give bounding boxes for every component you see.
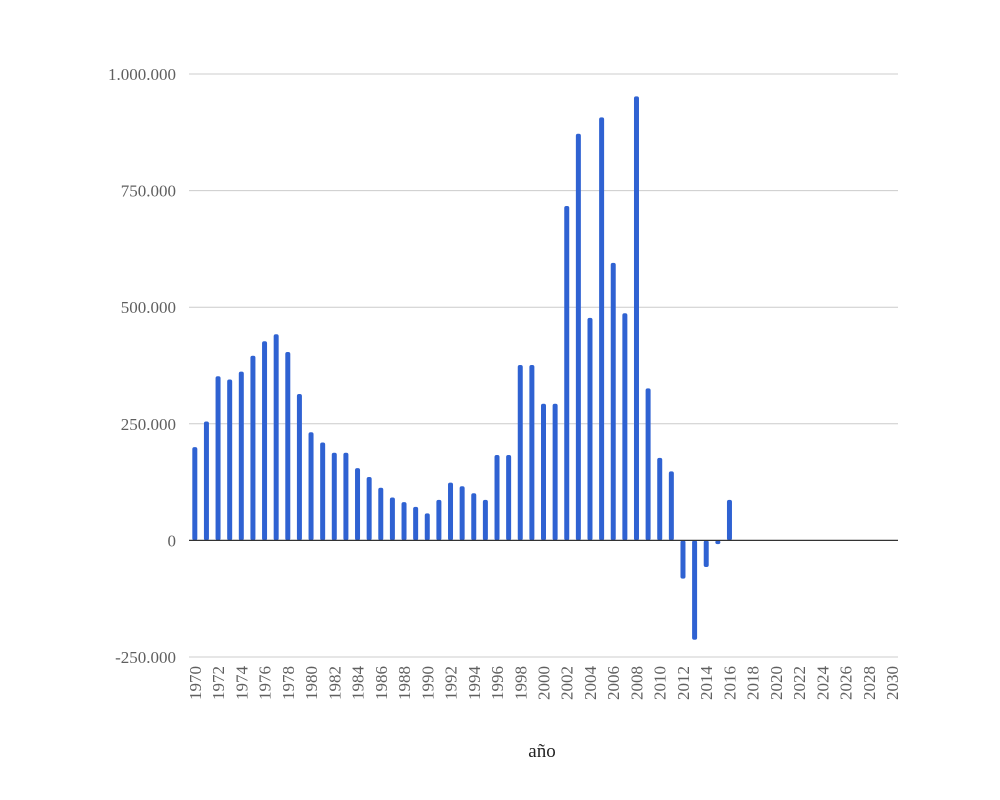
bar xyxy=(657,457,663,541)
bar xyxy=(668,471,674,541)
bar xyxy=(633,96,639,541)
x-tick-label: 1992 xyxy=(442,666,461,700)
y-tick-label: 250.000 xyxy=(121,415,176,434)
bar xyxy=(308,432,314,541)
bar xyxy=(331,452,337,541)
x-tick-label: 2026 xyxy=(837,666,856,700)
y-tick-label: 750.000 xyxy=(121,182,176,201)
bar xyxy=(564,205,570,541)
bar xyxy=(250,355,256,541)
bar xyxy=(482,499,488,541)
x-tick-label: 1990 xyxy=(418,666,437,700)
bar xyxy=(494,455,500,541)
bar xyxy=(517,365,523,541)
bar xyxy=(587,317,593,541)
x-tick-label: 1998 xyxy=(511,666,530,700)
x-axis-tick-labels: 1970 1972 1974 1976 1978 1980 1982 1984 1986 1988… xyxy=(186,666,902,701)
bar xyxy=(471,493,477,541)
bar xyxy=(552,403,558,541)
x-tick-label: 2018 xyxy=(744,666,763,700)
x-tick-label: 2010 xyxy=(651,666,670,700)
bar xyxy=(715,540,721,545)
bar xyxy=(726,499,732,541)
bar xyxy=(262,341,268,541)
x-tick-label: 1978 xyxy=(279,666,298,700)
y-tick-label: -250.000 xyxy=(115,648,176,667)
bar xyxy=(192,447,198,541)
x-tick-label: 1996 xyxy=(488,666,507,700)
bar xyxy=(529,365,535,541)
x-tick-label: 2000 xyxy=(535,666,554,700)
x-tick-label: 1994 xyxy=(465,666,484,701)
bar xyxy=(366,476,372,541)
x-tick-label: 2030 xyxy=(883,666,902,700)
x-tick-label: 2024 xyxy=(813,666,832,701)
bar xyxy=(703,540,709,567)
bar xyxy=(622,313,628,541)
x-tick-label: 1976 xyxy=(256,666,275,700)
y-axis-tick-labels: -250.000 0 250.000 500.000 750.000 1.000.000 xyxy=(108,65,176,667)
x-tick-label: 2016 xyxy=(720,666,739,700)
bar xyxy=(541,403,546,541)
bar xyxy=(413,506,419,541)
x-tick-label: 1984 xyxy=(349,666,368,701)
x-tick-label: 1974 xyxy=(232,666,251,701)
bar xyxy=(436,499,442,541)
bar xyxy=(692,540,698,640)
bar xyxy=(273,334,279,541)
bar xyxy=(378,487,384,541)
bar xyxy=(599,117,605,541)
bar xyxy=(448,482,454,541)
x-tick-label: 2028 xyxy=(860,666,879,700)
bar xyxy=(343,452,349,541)
bar xyxy=(203,421,209,541)
bar xyxy=(459,486,465,541)
bar xyxy=(401,502,407,541)
bar xyxy=(238,371,244,541)
x-tick-label: 2002 xyxy=(558,666,577,700)
x-tick-label: 1986 xyxy=(372,666,391,700)
x-axis-title: año xyxy=(528,741,555,762)
y-tick-label: 500.000 xyxy=(121,298,176,317)
bar xyxy=(355,468,361,541)
bar xyxy=(227,379,233,541)
gridlines xyxy=(189,73,898,658)
x-tick-label: 1980 xyxy=(302,666,321,700)
x-tick-label: 2008 xyxy=(627,666,646,700)
x-tick-label: 2022 xyxy=(790,666,809,700)
x-tick-label: 2020 xyxy=(767,666,786,700)
x-tick-label: 1972 xyxy=(209,666,228,700)
bar xyxy=(610,262,616,541)
bar xyxy=(645,388,651,541)
x-tick-label: 1982 xyxy=(325,666,344,700)
x-tick-label: 2012 xyxy=(674,666,693,700)
bar xyxy=(389,497,395,541)
bar xyxy=(285,351,291,541)
bar xyxy=(320,442,326,541)
x-tick-label: 1988 xyxy=(395,666,414,700)
bar xyxy=(506,455,512,541)
x-tick-label: 2006 xyxy=(604,666,623,700)
x-tick-label: 1970 xyxy=(186,666,205,700)
bar xyxy=(575,133,581,541)
bars xyxy=(192,96,732,640)
x-tick-label: 2004 xyxy=(581,666,600,701)
bar xyxy=(680,540,686,579)
bar xyxy=(424,513,430,541)
y-tick-label: 1.000.000 xyxy=(108,65,176,84)
y-tick-label: 0 xyxy=(168,531,177,550)
bar xyxy=(296,393,302,541)
x-tick-label: 2014 xyxy=(697,666,716,701)
bar xyxy=(215,376,221,541)
